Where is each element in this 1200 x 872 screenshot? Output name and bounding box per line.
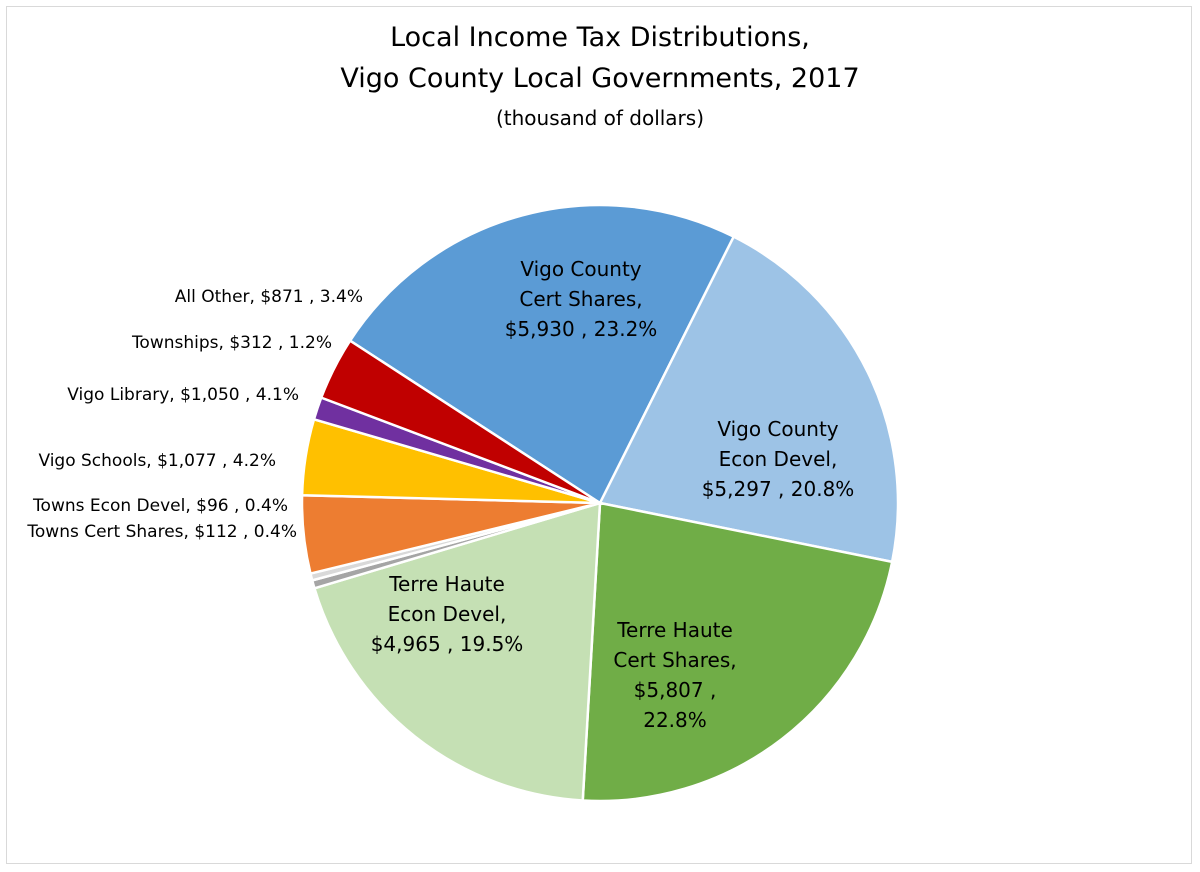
data-label-towns-cert-shares: Towns Cert Shares, $112 , 0.4% (26, 522, 297, 542)
data-label-vigo-county-econ-devel: Vigo County Econ Devel, $5,297 , 20.8% (702, 417, 855, 501)
chart-frame (6, 6, 1192, 864)
pie-slice-vigo-county-cert-shares (348, 203, 735, 505)
pie-slice-vigo-county-econ-devel (598, 235, 900, 564)
pie-slice-terre-haute-cert-shares (581, 501, 894, 803)
pie-labels: Vigo County Cert Shares, $5,930 , 23.2% Vig… (26, 257, 854, 732)
data-label-towns-econ-devel: Towns Econ Devel, $96 , 0.4% (32, 496, 288, 516)
data-label-terre-haute-cert-shares: Terre Haute Cert Shares, $5,807 , 22.8% (613, 618, 736, 732)
data-label-vigo-library: Vigo Library, $1,050 , 4.1% (67, 385, 299, 405)
pie-slices (300, 203, 900, 803)
chart-subtitle: (thousand of dollars) (495, 106, 705, 130)
data-label-terre-haute-econ-devel: Terre Haute Econ Devel, $4,965 , 19.5% (371, 572, 524, 656)
data-label-vigo-schools: Vigo Schools, $1,077 , 4.2% (38, 451, 276, 471)
pie-slice-terre-haute-econ-devel (313, 501, 602, 802)
data-label-townships: Townships, $312 , 1.2% (131, 333, 332, 353)
chart-title-line-1: Local Income Tax Distributions, (390, 22, 810, 53)
chart-title-line-2: Vigo County Local Governments, 2017 (340, 63, 860, 94)
pie-slice-all-other (320, 339, 602, 505)
data-label-all-other: All Other, $871 , 3.4% (175, 287, 363, 307)
data-label-vigo-county-cert-shares: Vigo County Cert Shares, $5,930 , 23.2% (505, 257, 658, 341)
